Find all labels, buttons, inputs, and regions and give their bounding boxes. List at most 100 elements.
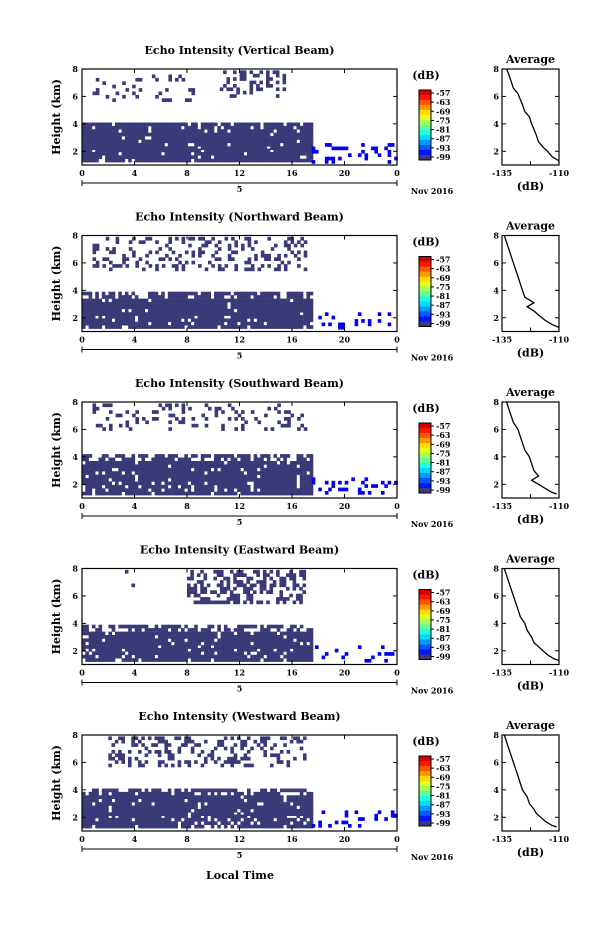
heatmap-cell [263,798,268,803]
heatmap-cell [148,628,152,632]
heatmap-cell [91,788,96,793]
heatmap-cell [214,318,218,323]
heatmap-cell [112,98,116,102]
heatmap-cell [177,291,182,296]
heatmap-cell [260,478,264,482]
heatmap-cell [138,635,142,639]
heatmap-cell [220,590,224,594]
heatmap-cell [303,805,307,810]
heatmap-cell [240,474,244,479]
heatmap-cell [174,325,178,329]
heatmap-cell [220,151,225,156]
colorbar-tick-label: -93 [436,809,451,819]
heatmap-cell [303,638,307,643]
heatmap-cell [184,158,188,163]
heatmap-cell [270,158,274,163]
heatmap-cell [138,760,142,764]
heatmap-cell [224,264,229,268]
average-y-tick-label: 2 [493,646,499,656]
heatmap-cell [289,146,294,150]
heatmap-cell [154,457,159,462]
heatmap-cell [348,153,352,157]
heatmap-cell [181,481,185,486]
heatmap-cell [144,484,149,489]
heatmap-cell [289,461,294,465]
heatmap-cell [214,298,218,303]
heatmap-cell [219,87,224,92]
heatmap-cell [306,305,310,310]
colorbar-segment [419,776,431,782]
heatmap-cell [131,474,136,479]
heatmap-cell [98,824,103,829]
heatmap-cell [243,321,248,326]
heatmap-cell [286,325,291,329]
heatmap-cell [128,648,132,652]
heatmap-cell [276,308,281,313]
heatmap-cell [230,136,235,140]
heatmap-cell [286,474,291,479]
colorbar-segment [419,639,431,645]
heatmap-cell [220,817,225,822]
heatmap-cell [98,624,103,629]
colorbar-tick-label: -57 [436,754,450,764]
heatmap-cell [85,142,89,147]
heatmap-cell [210,484,215,489]
heatmap-cell [85,321,89,326]
heatmap-cell [111,308,116,313]
heatmap-cell [118,802,122,806]
heatmap-cell [177,624,182,629]
heatmap-cell [167,142,172,147]
heatmap-cell [276,321,281,326]
heatmap-cell [164,457,169,462]
heatmap-cell [214,122,218,127]
heatmap-cell [214,471,218,475]
heatmap-cell [174,461,178,465]
heatmap-cell [111,321,116,326]
heatmap-cell [115,142,119,147]
heatmap-cell [98,648,103,652]
heatmap-cell [243,739,248,744]
heatmap-cell [240,142,244,147]
heatmap-cell [256,569,260,574]
heatmap-cell [257,420,262,425]
colorbar-tick-label: -99 [436,485,451,495]
heatmap-cell [239,70,244,75]
heatmap-cell [324,652,329,656]
heatmap-cell [220,136,225,140]
colorbar-segment [419,296,431,302]
heatmap-cell [233,291,238,296]
heatmap-cell [148,464,152,469]
heatmap-cell [88,148,93,153]
heatmap-cell [85,812,89,816]
heatmap-cell [200,628,205,632]
heatmap-cell [230,148,235,153]
heatmap-cell [263,481,268,486]
heatmap-cell [249,586,254,591]
heatmap-cell [142,267,146,272]
heatmap-cell [293,464,297,469]
heatmap-cell [253,569,257,574]
heatmap-cell [309,802,314,806]
heatmap-cell [194,136,198,140]
heatmap-cell [227,651,231,656]
heatmap-cell [299,142,304,147]
heatmap-cell [306,654,310,659]
heatmap-cell [309,817,314,822]
heatmap-cell [115,305,119,310]
heatmap-cell [134,736,139,741]
heatmap-cell [118,136,122,140]
heatmap-cell [204,756,208,761]
heatmap-cell [283,464,287,469]
heatmap-cell [306,478,310,482]
heatmap-cell [124,136,129,140]
heatmap-cell [381,645,385,649]
heatmap-cell [121,821,126,825]
average-y-tick-label: 6 [493,258,499,268]
heatmap-cell [263,750,267,754]
heatmap-cell [296,802,301,806]
heatmap-cell [105,791,109,796]
heatmap-cell [207,628,211,632]
heatmap-cell [174,638,178,643]
heatmap-cell [266,125,271,130]
heatmap-cell [296,638,301,643]
